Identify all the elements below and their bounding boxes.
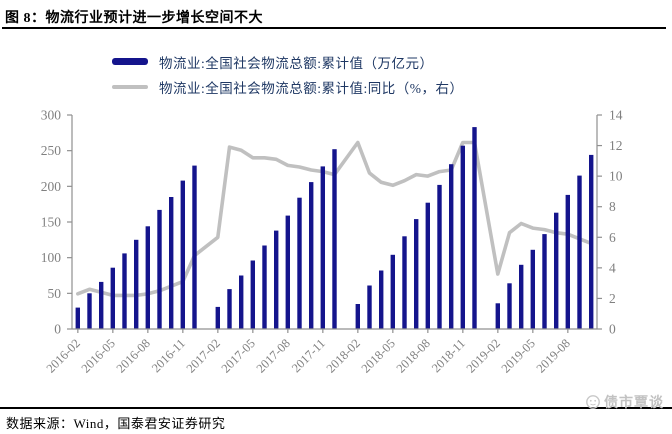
x-axis-tick-label: 2019-02 [464,336,503,375]
left-axis-tick-label: 150 [41,215,62,230]
right-axis-tick-label: 12 [609,138,623,153]
bar-2019-05 [530,249,535,329]
bar-2018-12 [472,127,477,329]
bar-legend-swatch [112,58,148,65]
x-axis-tick-label: 2017-11 [289,336,328,375]
x-axis-tick-label: 2017-02 [184,336,223,375]
legend-item-bar-series: 物流业:全国社会物流总额:累计值（万亿元） [112,51,464,72]
x-axis-tick-label: 2019-08 [534,336,573,375]
x-axis-tick-label: 2018-02 [324,336,363,375]
x-axis-tick-label: 2019-05 [499,336,538,375]
bar-2016-08 [145,226,150,329]
x-axis-tick-label: 2017-08 [254,336,293,375]
x-axis-tick-label: 2016-08 [114,336,153,375]
bar-2018-06 [402,236,407,329]
left-axis-tick-label: 200 [41,179,62,194]
bar-2017-08 [285,215,290,329]
bar-2016-06 [122,253,127,329]
legend-label: 物流业:全国社会物流总额:累计值（万亿元） [159,55,434,71]
watermark-logo-icon [586,395,600,409]
right-axis-tick-label: 10 [609,169,623,184]
bar-2016-09 [157,209,162,329]
footer-divider [0,407,672,409]
bar-2019-10 [589,154,594,329]
left-axis-tick-label: 250 [41,143,62,158]
right-axis-tick-label: 0 [609,322,616,337]
legend-item-line-series: 物流业:全国社会物流总额:累计值:同比（%，右） [112,76,464,97]
chart-legend: 物流业:全国社会物流总额:累计值（万亿元） 物流业:全国社会物流总额:累计值:同… [112,51,464,101]
bar-2018-09 [437,184,442,329]
title-divider [2,27,666,29]
bar-2017-09 [297,197,302,329]
legend-label: 物流业:全国社会物流总额:累计值:同比（%，右） [159,80,464,96]
bar-2016-07 [134,239,139,329]
bar-2019-04 [519,264,524,329]
bar-2017-02 [215,306,220,329]
right-axis-tick-label: 14 [609,108,623,123]
bar-2019-02 [495,303,500,329]
right-axis-tick-label: 2 [609,291,616,306]
left-axis-tick-label: 100 [41,250,62,265]
bar-2017-05 [250,260,255,329]
bar-2018-05 [390,254,395,329]
bar-2018-08 [425,202,430,329]
figure-title: 图 8：物流行业预计进一步增长空间不大 [5,11,263,26]
bar-2017-07 [274,230,279,329]
right-axis-tick-label: 6 [609,230,616,245]
data-source: 数据来源：Wind，国泰君安证券研究 [6,416,226,431]
bar-2019-06 [542,234,547,329]
watermark-text: 债市覃谈 [604,396,664,411]
bar-2017-03 [227,289,232,329]
x-axis-tick-label: 2016-02 [44,336,83,375]
bar-2018-07 [414,219,419,329]
bar-2018-10 [449,164,454,329]
line-legend-swatch [112,84,148,89]
watermark: 债市覃谈 [585,392,664,412]
right-axis-tick-label: 4 [609,260,616,275]
left-axis-tick-label: 0 [54,322,61,337]
x-axis-tick-label: 2016-11 [149,336,188,375]
bar-2016-11 [180,180,185,329]
bar-2018-11 [460,145,465,329]
bar-2019-09 [577,175,582,329]
x-axis-tick-label: 2018-05 [359,336,398,375]
bar-2016-03 [87,293,92,329]
left-axis-tick-label: 50 [48,286,62,301]
bar-2016-05 [110,267,115,329]
bar-2019-03 [507,283,512,329]
bar-2017-11 [320,166,325,329]
x-axis-tick-label: 2017-05 [219,336,258,375]
bar-2017-12 [332,149,337,329]
x-axis-tick-label: 2018-11 [429,336,468,375]
left-axis-tick-label: 300 [41,108,62,123]
x-axis-tick-label: 2016-05 [79,336,118,375]
bar-2016-04 [99,281,104,329]
right-axis-tick-label: 8 [609,199,616,214]
bar-2017-06 [262,245,267,329]
x-axis-tick-label: 2018-08 [394,336,433,375]
bar-2016-12 [192,165,197,329]
bar-2018-03 [367,285,372,329]
bar-2019-07 [554,212,559,329]
bar-2016-10 [169,197,174,329]
bar-2018-04 [379,270,384,329]
bar-2016-02 [75,307,80,329]
bar-2018-02 [355,304,360,329]
bar-2019-08 [565,194,570,329]
bar-2017-04 [239,275,244,329]
bar-2017-10 [309,182,314,329]
